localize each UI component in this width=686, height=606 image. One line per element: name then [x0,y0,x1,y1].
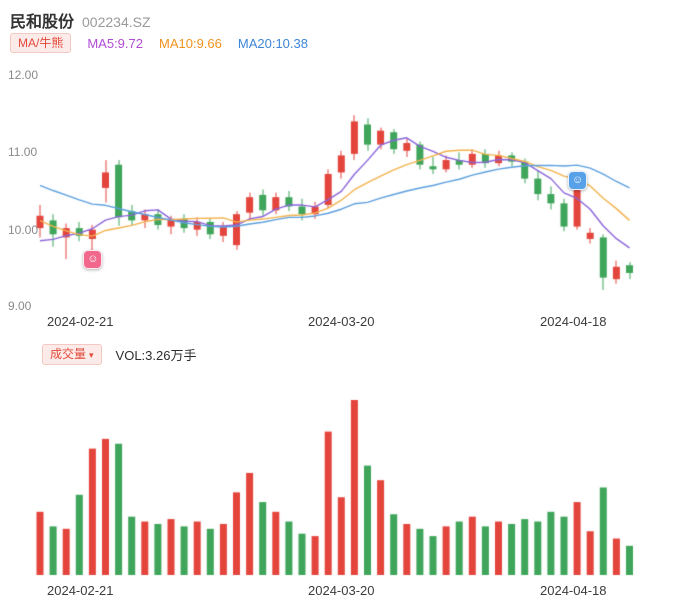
volume-chip-label: 成交量 [50,347,87,361]
x-axis-label: 2024-03-20 [308,314,375,329]
y-axis-label: 10.00 [8,223,39,237]
y-axis-label: 9.00 [8,299,32,313]
y-axis-label: 11.00 [8,145,38,159]
header: 民和股份 002234.SZ [10,8,151,32]
ma10-value: MA10:9.66 [159,35,222,51]
red-event-badge-icon[interactable]: ☺ [83,250,103,270]
stock-name: 民和股份 [10,14,75,31]
ma-mode-chip[interactable]: MA/牛熊 [10,33,72,53]
volume-readout: VOL:3.26万手 [115,348,197,363]
volume-indicator-chip[interactable]: 成交量 ▾ [42,344,102,365]
ma20-value: MA20:10.38 [237,35,308,51]
badge-face-glyph: ☺ [571,173,584,186]
badge-face-glyph: ☺ [87,253,99,266]
y-axis-label: 12.00 [8,68,39,82]
x-axis-label: 2024-04-18 [540,583,607,598]
stock-code: 002234.SZ [82,14,151,30]
x-axis-label: 2024-02-21 [47,314,114,329]
volume-header: 成交量 ▾ VOL:3.26万手 [42,344,196,365]
volume-chart[interactable] [0,370,686,580]
x-axis-label: 2024-04-18 [540,314,607,329]
caret-down-icon: ▾ [89,350,94,360]
x-axis-label: 2024-02-21 [47,583,114,598]
indicator-row: MA/牛熊 MA5:9.72 MA10:9.66 MA20:10.38 [10,33,308,53]
ma5-value: MA5:9.72 [87,35,143,51]
blue-event-badge-icon[interactable]: ☺ [568,170,588,190]
x-axis-label: 2024-03-20 [308,583,375,598]
